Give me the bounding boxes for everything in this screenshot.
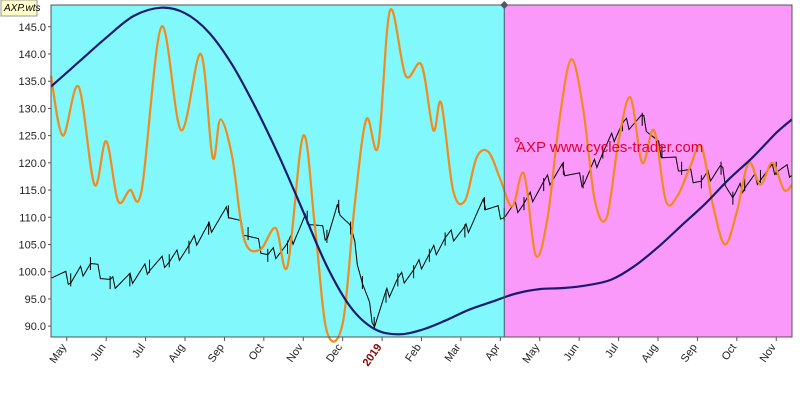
y-tick-label: 145.0 [18,22,46,34]
x-tick-label: Nov [758,341,779,364]
x-tick-label: May [520,341,542,365]
x-tick-label: Jun [562,342,582,363]
y-tick-label: 130.0 [18,103,46,115]
watermark-group: AXP www.cycles-trader.com [514,137,703,156]
chart-tag-background [0,0,38,17]
x-tick-label: Aug [639,342,660,365]
divider-marker [500,1,509,9]
x-tick-label: Jul [603,342,621,360]
y-tick-label: 120.0 [18,158,46,170]
x-axis: May Jun Jul Aug Sep Oct Nov Dec 2019 Feb Mar Apr May… [47,337,779,369]
y-tick-label: 100.0 [18,267,46,279]
region-projection [504,5,792,337]
y-axis: 90.0 95.0 100.0 105.0 110.0 115.0 120.0 125.0 13… [18,22,46,333]
watermark-text: AXP www.cycles-trader.com [516,139,703,156]
x-tick-label: Nov [285,341,306,364]
y-tick-label: 90.0 [25,321,46,333]
series-line-price [50,114,793,329]
chart-tag-box: AXP.wts [0,0,41,17]
y-tick-label: 135.0 [18,76,46,88]
y-tick-label: 105.0 [18,239,46,251]
series-layer [49,6,793,343]
chart-tag-label: AXP.wts [3,3,41,14]
y-tick-label: 95.0 [25,294,46,306]
x-tick-label-year: 2019 [361,342,385,369]
x-tick-label: Jul [130,342,148,360]
plot-background [51,5,792,337]
region-history [51,5,505,337]
series-line-cycle-composite [49,8,793,343]
x-tick-label: Mar [443,342,464,365]
x-tick-label: Oct [247,342,267,363]
y-tick-label: 125.0 [18,131,46,143]
x-tick-label: Sep [206,342,227,365]
x-tick-label: Dec [324,341,345,364]
x-tick-label: Aug [166,342,187,365]
y-tick-label: 140.0 [18,49,46,61]
watermark-marker [514,137,520,143]
y-tick-label: 110.0 [19,212,46,224]
series-line-dominant-cycle [50,6,793,336]
x-tick-label: Feb [403,342,424,364]
x-tick-label: Apr [483,342,503,363]
x-tick-label: May [47,341,69,365]
divider-marker-diamond [500,1,509,9]
y-tick-label: 115.0 [19,185,46,197]
x-tick-label: Jun [89,342,109,363]
x-tick-label: Sep [679,342,700,365]
x-tick-label: Oct [720,342,740,363]
